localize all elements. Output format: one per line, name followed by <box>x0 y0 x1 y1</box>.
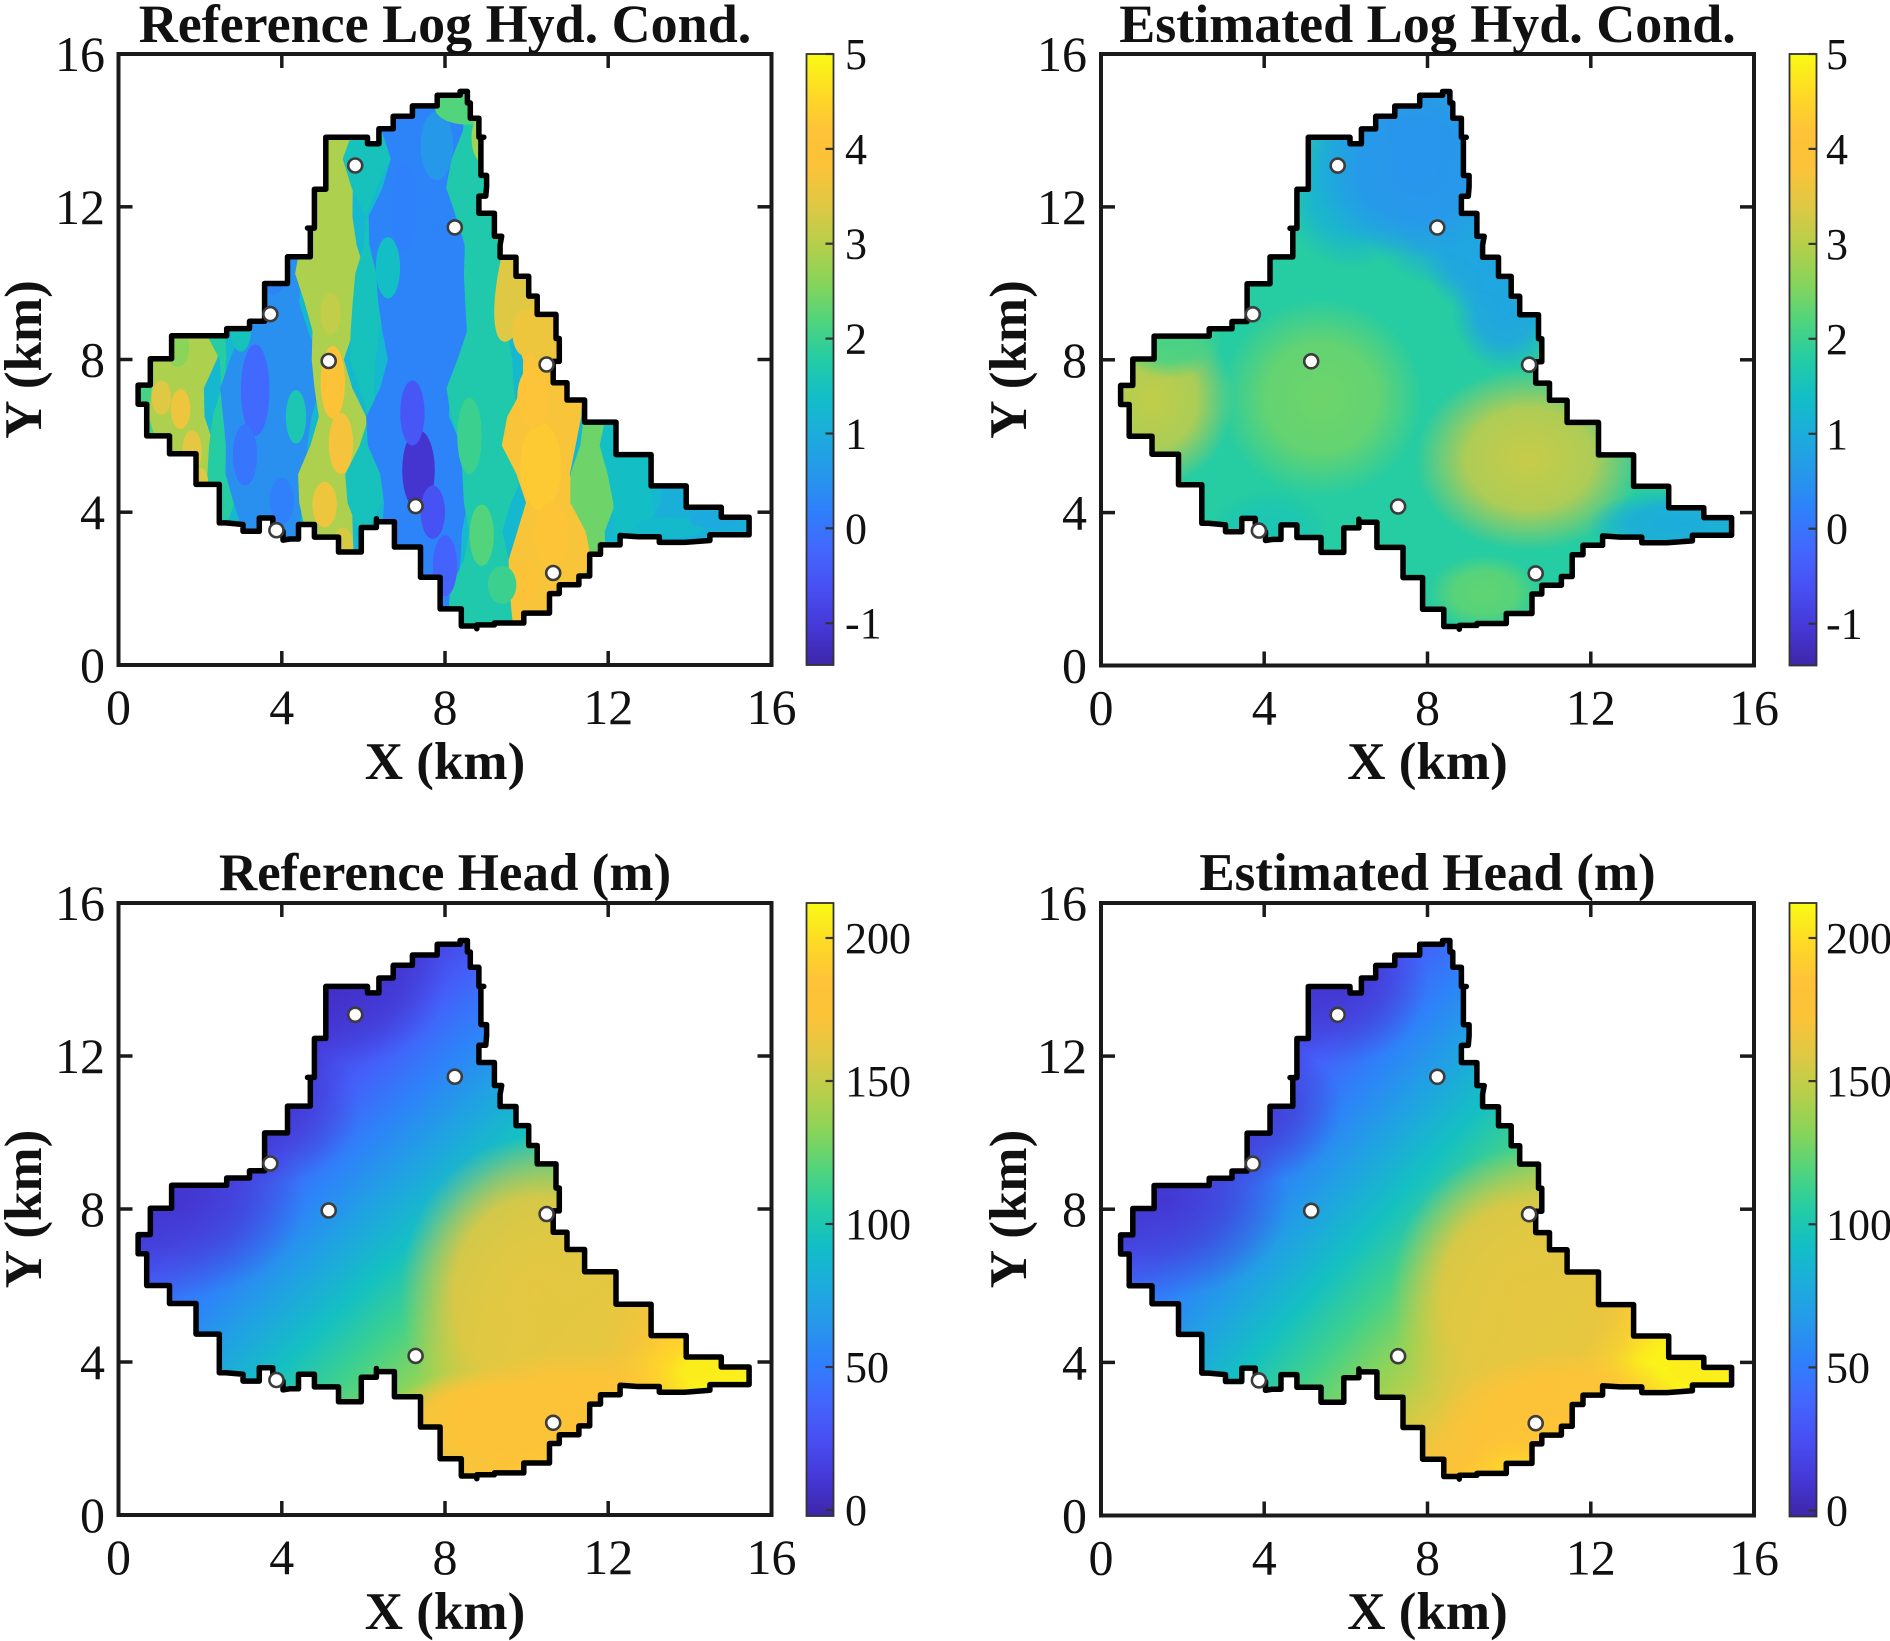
svg-text:Reference Log Hyd. Cond.: Reference Log Hyd. Cond. <box>139 0 751 54</box>
svg-text:12: 12 <box>55 1028 105 1084</box>
svg-text:200: 200 <box>1826 914 1890 963</box>
svg-text:16: 16 <box>55 875 105 931</box>
svg-text:Y (km): Y (km) <box>0 1130 53 1288</box>
svg-text:12: 12 <box>1037 1028 1087 1084</box>
svg-text:0: 0 <box>1826 505 1848 554</box>
svg-text:0: 0 <box>80 637 105 693</box>
svg-text:8: 8 <box>433 679 458 735</box>
svg-text:16: 16 <box>747 1529 797 1585</box>
svg-text:0: 0 <box>845 504 867 553</box>
svg-text:12: 12 <box>583 679 633 735</box>
svg-text:12: 12 <box>1566 1530 1616 1586</box>
svg-text:16: 16 <box>55 26 105 82</box>
svg-text:2: 2 <box>1826 315 1848 364</box>
svg-text:0: 0 <box>1089 680 1114 736</box>
svg-text:3: 3 <box>1826 220 1848 269</box>
svg-text:4: 4 <box>1252 680 1277 736</box>
svg-text:4: 4 <box>80 484 105 540</box>
svg-text:1: 1 <box>1826 410 1848 459</box>
svg-text:4: 4 <box>1062 485 1087 541</box>
svg-text:50: 50 <box>845 1343 889 1392</box>
svg-text:X (km): X (km) <box>1347 733 1507 791</box>
svg-text:100: 100 <box>1826 1200 1890 1249</box>
svg-text:16: 16 <box>1729 1530 1779 1586</box>
svg-text:100: 100 <box>845 1200 911 1249</box>
svg-text:4: 4 <box>80 1334 105 1390</box>
svg-text:8: 8 <box>1415 680 1440 736</box>
svg-text:X (km): X (km) <box>365 1583 525 1641</box>
svg-text:150: 150 <box>1826 1057 1890 1106</box>
svg-text:3: 3 <box>845 220 867 269</box>
svg-text:0: 0 <box>106 679 131 735</box>
svg-text:8: 8 <box>1062 332 1087 388</box>
svg-text:12: 12 <box>55 179 105 235</box>
svg-text:8: 8 <box>80 332 105 388</box>
svg-text:0: 0 <box>1062 638 1087 694</box>
svg-text:Y (km): Y (km) <box>980 280 1038 438</box>
svg-text:Estimated Log Hyd. Cond.: Estimated Log Hyd. Cond. <box>1119 0 1736 54</box>
svg-text:Estimated Head (m): Estimated Head (m) <box>1199 844 1655 902</box>
svg-text:16: 16 <box>747 679 797 735</box>
svg-text:150: 150 <box>845 1057 911 1106</box>
svg-text:-1: -1 <box>1826 600 1863 649</box>
svg-text:8: 8 <box>80 1181 105 1237</box>
svg-text:Y (km): Y (km) <box>0 280 53 438</box>
svg-text:4: 4 <box>845 125 867 174</box>
svg-text:0: 0 <box>80 1487 105 1543</box>
svg-text:12: 12 <box>1566 680 1616 736</box>
svg-text:Reference Head (m): Reference Head (m) <box>219 844 671 902</box>
svg-text:0: 0 <box>1089 1530 1114 1586</box>
svg-text:X (km): X (km) <box>1347 1583 1507 1641</box>
svg-text:16: 16 <box>1037 26 1087 82</box>
svg-text:12: 12 <box>1037 179 1087 235</box>
svg-text:0: 0 <box>1062 1488 1087 1544</box>
svg-text:2: 2 <box>845 315 867 364</box>
svg-text:0: 0 <box>106 1529 131 1585</box>
svg-text:4: 4 <box>1826 125 1848 174</box>
svg-text:50: 50 <box>1826 1343 1870 1392</box>
svg-text:16: 16 <box>1729 680 1779 736</box>
svg-text:Y (km): Y (km) <box>980 1130 1038 1288</box>
svg-text:4: 4 <box>269 1529 294 1585</box>
svg-text:8: 8 <box>1415 1530 1440 1586</box>
svg-text:0: 0 <box>845 1486 867 1535</box>
svg-text:-1: -1 <box>845 599 882 648</box>
svg-text:5: 5 <box>845 30 867 79</box>
svg-text:0: 0 <box>1826 1487 1848 1536</box>
svg-text:4: 4 <box>269 679 294 735</box>
svg-text:X (km): X (km) <box>365 733 525 791</box>
svg-text:5: 5 <box>1826 30 1848 79</box>
svg-text:16: 16 <box>1037 875 1087 931</box>
svg-text:4: 4 <box>1252 1530 1277 1586</box>
svg-text:200: 200 <box>845 914 911 963</box>
svg-text:1: 1 <box>845 410 867 459</box>
svg-text:8: 8 <box>433 1529 458 1585</box>
svg-text:4: 4 <box>1062 1334 1087 1390</box>
svg-text:8: 8 <box>1062 1181 1087 1237</box>
svg-text:12: 12 <box>583 1529 633 1585</box>
